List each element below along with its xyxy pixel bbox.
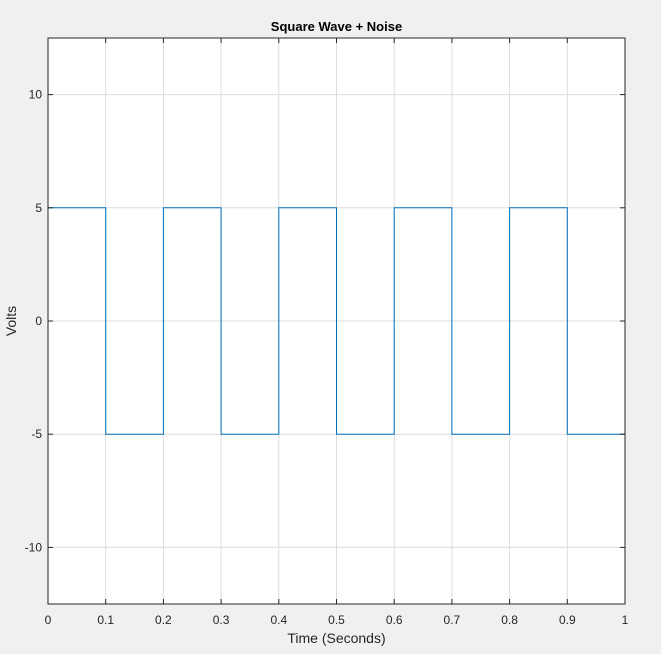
y-tick-label: 5	[35, 201, 42, 215]
tick-marks	[47, 38, 626, 604]
y-tick-label: 0	[35, 314, 42, 328]
y-tick-label: -10	[25, 540, 43, 554]
y-tick-labels: -10 -5 0 5 10	[25, 88, 43, 555]
x-axis-label: Time (Seconds)	[287, 630, 385, 646]
x-tick-label: 0.6	[386, 613, 403, 627]
x-tick-label: 0.7	[444, 613, 461, 627]
y-axis-label: Volts	[3, 306, 19, 336]
chart-title: Square Wave + Noise	[271, 19, 402, 34]
x-tick-label: 0.2	[155, 613, 172, 627]
x-tick-labels: 0 0.1 0.2 0.3 0.4 0.5 0.6 0.7 0.8 0.9 1	[45, 613, 629, 627]
x-tick-label: 0.5	[328, 613, 345, 627]
x-tick-label: 0.4	[270, 613, 287, 627]
y-tick-label: 10	[29, 88, 43, 102]
x-tick-label: 1	[622, 613, 629, 627]
x-tick-label: 0.3	[213, 613, 230, 627]
x-tick-label: 0	[45, 613, 52, 627]
y-tick-label: -5	[31, 427, 42, 441]
x-tick-label: 0.8	[501, 613, 518, 627]
x-tick-label: 0.1	[97, 613, 114, 627]
square-wave-series-line	[48, 207, 626, 435]
x-tick-label: 0.9	[559, 613, 576, 627]
series-layer	[48, 207, 626, 435]
